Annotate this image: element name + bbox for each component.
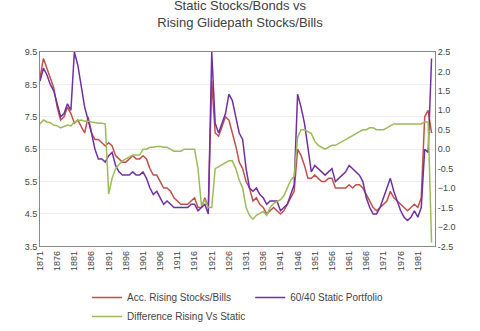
svg-text:7.5: 7.5 — [25, 112, 38, 122]
svg-text:1976: 1976 — [396, 251, 406, 271]
svg-text:5.5: 5.5 — [25, 177, 38, 187]
svg-text:Acc. Rising Stocks/Bills: Acc. Rising Stocks/Bills — [127, 292, 231, 303]
svg-text:2.0: 2.0 — [438, 67, 451, 77]
svg-text:2.5: 2.5 — [438, 47, 451, 57]
svg-text:8.5: 8.5 — [25, 80, 38, 90]
svg-text:1.0: 1.0 — [438, 105, 451, 115]
svg-text:1.5: 1.5 — [438, 86, 451, 96]
svg-text:1956: 1956 — [327, 251, 337, 271]
svg-text:-0.5: -0.5 — [438, 164, 454, 174]
svg-text:6.5: 6.5 — [25, 144, 38, 154]
svg-text:1896: 1896 — [121, 251, 131, 271]
svg-text:Static Stocks/Bonds vsRising G: Static Stocks/Bonds vsRising Glidepath S… — [157, 0, 323, 30]
svg-text:1911: 1911 — [172, 251, 182, 270]
svg-text:1881: 1881 — [69, 251, 79, 271]
svg-text:1951: 1951 — [310, 251, 320, 271]
svg-text:1906: 1906 — [155, 251, 165, 271]
svg-text:1936: 1936 — [258, 251, 268, 271]
svg-text:-2.5: -2.5 — [438, 242, 454, 252]
svg-text:1941: 1941 — [275, 251, 285, 271]
svg-text:0.0: 0.0 — [438, 144, 451, 154]
svg-text:1931: 1931 — [241, 251, 251, 271]
svg-text:−1.0: −1.0 — [438, 183, 456, 193]
svg-text:1971: 1971 — [378, 251, 388, 271]
svg-text:4.5: 4.5 — [25, 209, 38, 219]
svg-text:0.5: 0.5 — [438, 125, 451, 135]
svg-text:60/40 Static Portfolio: 60/40 Static Portfolio — [290, 292, 383, 303]
svg-text:1901: 1901 — [138, 251, 148, 271]
svg-text:1891: 1891 — [104, 251, 114, 271]
svg-text:9.5: 9.5 — [25, 47, 38, 57]
svg-text:1926: 1926 — [224, 251, 234, 271]
svg-text:1981: 1981 — [413, 251, 423, 271]
svg-text:Difference Rising Vs Static: Difference Rising Vs Static — [127, 311, 245, 322]
svg-text:-1.5: -1.5 — [438, 203, 454, 213]
svg-text:1921: 1921 — [207, 251, 217, 271]
svg-text:1876: 1876 — [52, 251, 62, 271]
svg-text:1916: 1916 — [189, 251, 199, 271]
svg-text:3.5: 3.5 — [25, 242, 38, 252]
svg-text:1886: 1886 — [86, 251, 96, 271]
svg-text:1871: 1871 — [35, 251, 45, 271]
svg-text:1946: 1946 — [293, 251, 303, 271]
svg-text:−2.0: −2.0 — [438, 222, 456, 232]
svg-text:1966: 1966 — [361, 251, 371, 271]
svg-text:1961: 1961 — [344, 251, 354, 271]
